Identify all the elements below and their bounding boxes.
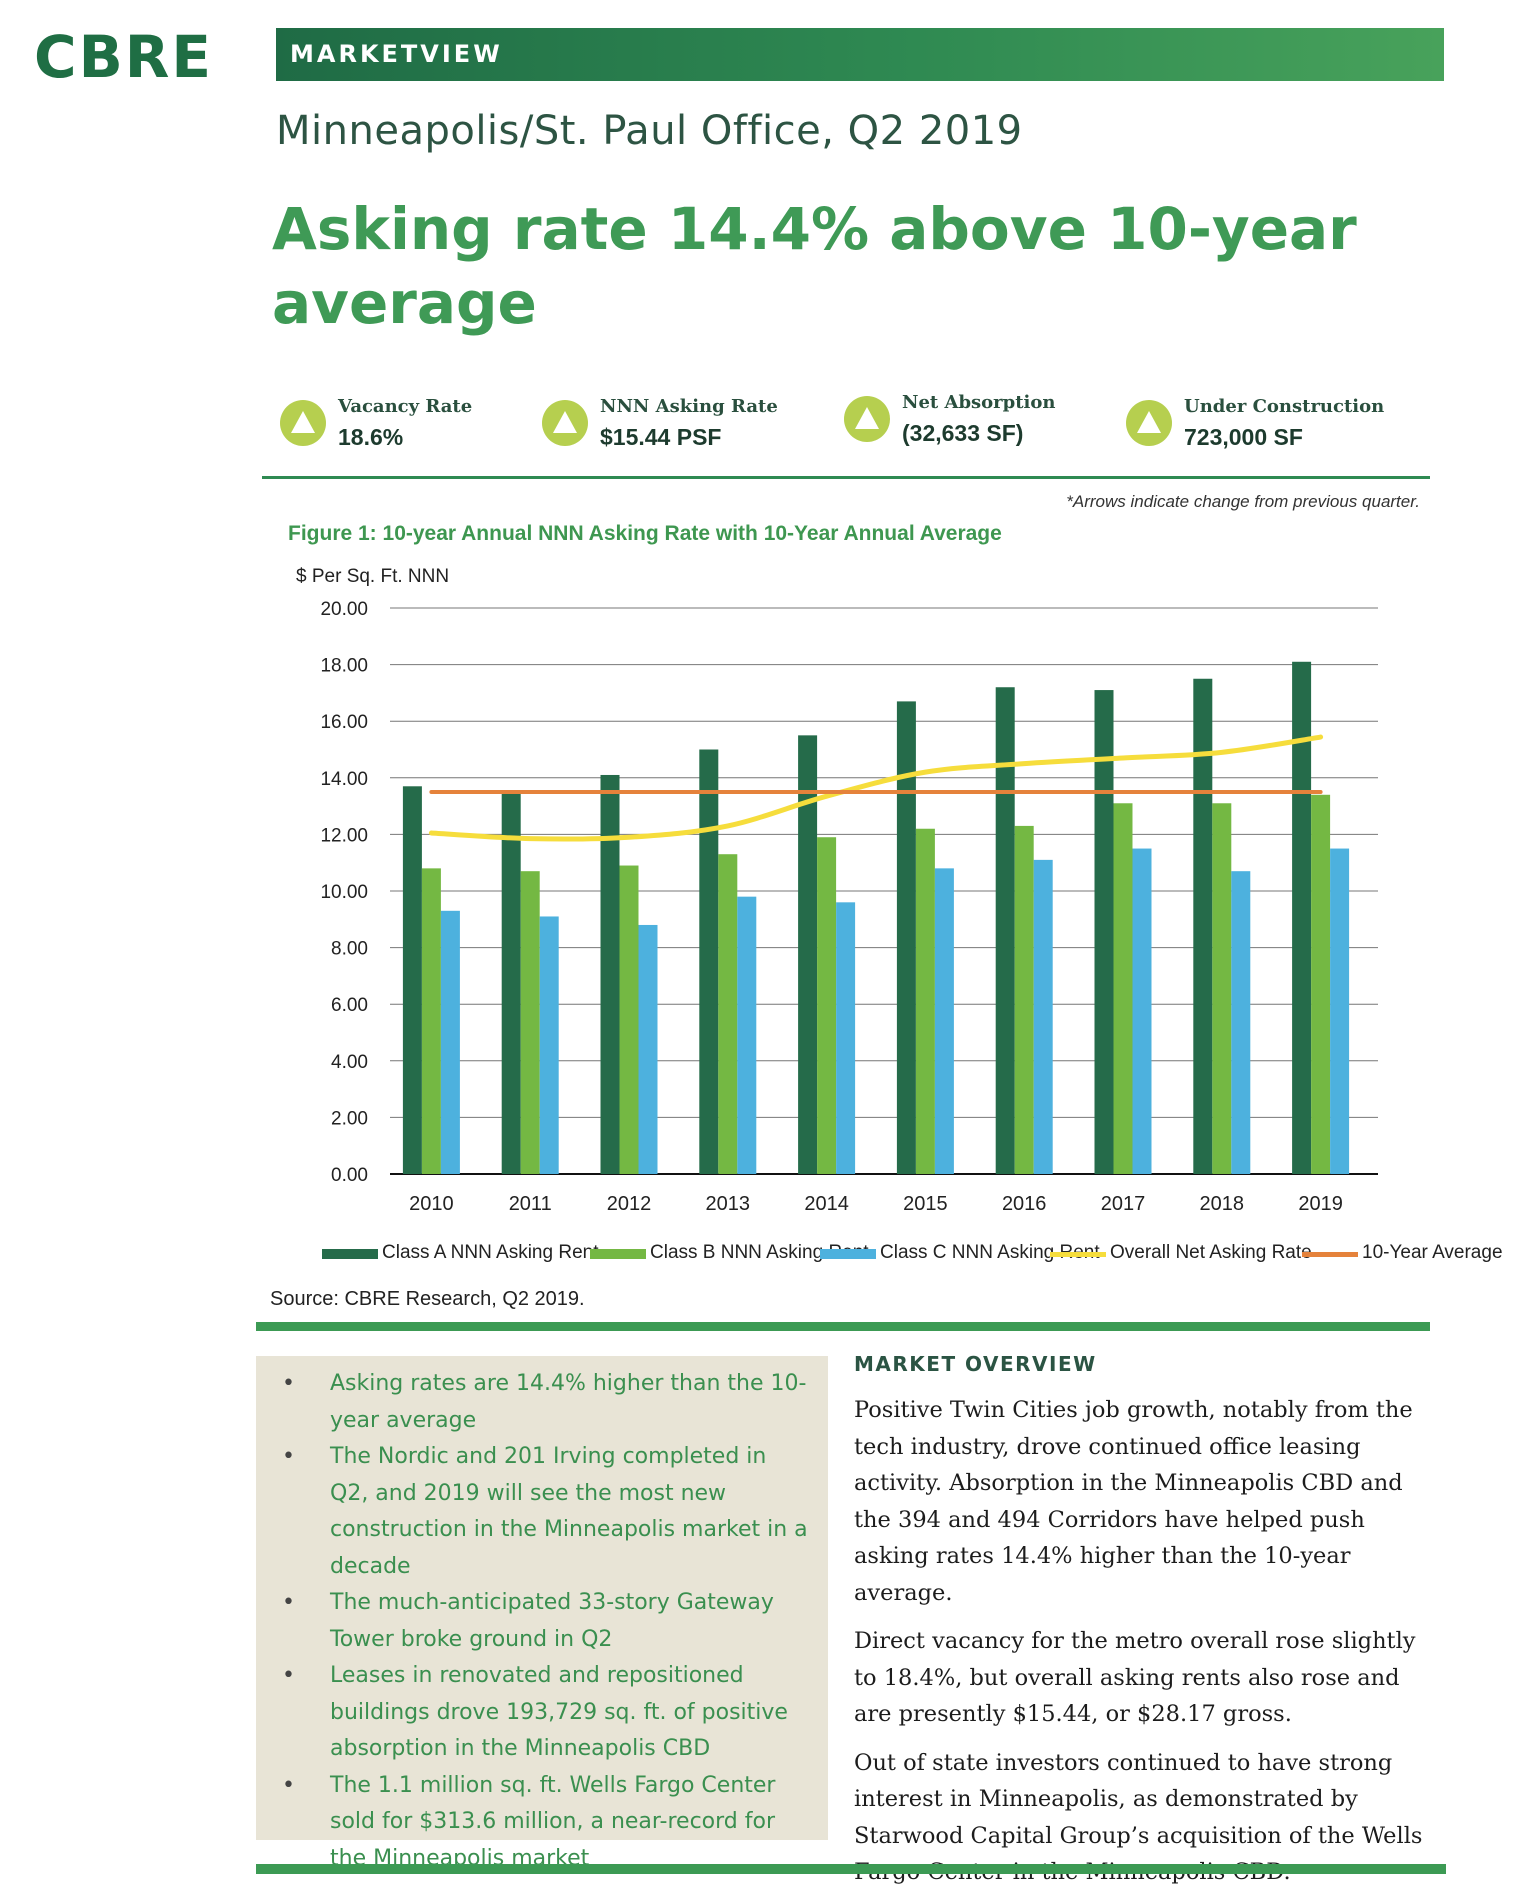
y-tick-label: 16.00 [320,712,368,733]
bar-class-b-nnn-asking-rent [1014,825,1034,1174]
x-tick-label: 2012 [607,1193,652,1215]
y-tick-label: 10.00 [320,882,368,903]
report-subtitle: Minneapolis/St. Paul Office, Q2 2019 [276,108,1023,154]
bar-class-b-nnn-asking-rent [915,828,935,1174]
line-overall-net-asking-rate [428,734,1324,842]
legend-label: Overall Net Asking Rate [1110,1242,1312,1263]
highlight-item: The Nordic and 201 Irving completed in Q… [282,1439,810,1585]
bar-class-c-nnn-asking-rent [1330,848,1350,1174]
bar-class-a-nnn-asking-rent [501,791,521,1174]
highlight-item: Asking rates are 14.4% higher than the 1… [282,1366,810,1439]
kpi-label: Under Construction [1184,396,1385,417]
asking-rate-chart: $ Per Sq. Ft. NNN 20.00 18.00 16.00 14.00 12.… [296,566,1378,1215]
overview-paragraph: Out of state investors continued to have… [854,1749,1423,1886]
overview-paragraph: Direct vacancy for the metro overall ros… [854,1628,1416,1727]
x-tick-label: 2014 [804,1193,849,1215]
y-tick-label: 8.00 [331,939,368,960]
bar-class-b-nnn-asking-rent [718,854,738,1174]
page-title: Asking rate 14.4% above 10-year average [272,195,1357,337]
overview-paragraph: Positive Twin Cities job growth, notably… [854,1397,1413,1606]
x-tick-label: 2013 [706,1193,751,1215]
bar-class-a-nnn-asking-rent [1292,661,1312,1174]
bar-class-b-nnn-asking-rent [817,837,837,1174]
y-tick-label: 2.00 [331,1108,368,1129]
bar-class-c-nnn-asking-rent [440,910,460,1174]
y-tick-label: 6.00 [331,995,368,1016]
y-tick-label: 18.00 [320,656,368,677]
arrow-up-icon [280,400,326,446]
bar-class-a-nnn-asking-rent [1094,690,1114,1174]
y-tick-label: 4.00 [331,1052,368,1073]
y-tick-label: 14.00 [320,769,368,790]
bar-class-c-nnn-asking-rent [539,916,559,1174]
x-tick-label: 2015 [903,1193,948,1215]
y-tick-label: 12.00 [320,825,368,846]
legend-swatch [322,1249,378,1259]
cbre-logo: CBRE [34,23,214,91]
legend-label: Class B NNN Asking Rent [650,1242,869,1263]
divider [256,1864,1446,1874]
figure-title: Figure 1: 10-year Annual NNN Asking Rate… [288,522,1002,545]
bar-class-c-nnn-asking-rent [737,896,757,1174]
marketview-banner: MARKETVIEW [276,28,1444,81]
divider [256,1322,1430,1331]
bar-class-b-nnn-asking-rent [421,868,441,1174]
x-tick-label: 2016 [1002,1193,1047,1215]
kpi-label: Vacancy Rate [338,396,473,417]
bar-class-c-nnn-asking-rent [934,868,954,1174]
bar-class-a-nnn-asking-rent [699,749,719,1174]
kpi-value: 723,000 SF [1184,424,1303,450]
bar-class-a-nnn-asking-rent [798,735,818,1174]
legend-label: Class C NNN Asking Rent [880,1242,1100,1263]
bar-class-b-nnn-asking-rent [520,871,540,1174]
bar-class-a-nnn-asking-rent [600,774,620,1174]
arrows-note: *Arrows indicate change from previous qu… [1066,492,1420,511]
kpi-label: NNN Asking Rate [600,396,778,417]
kpi-strip: Vacancy Rate 18.6% NNN Asking Rate $15.4… [280,388,1430,458]
x-tick-label: 2017 [1101,1193,1146,1215]
x-tick-label: 2018 [1200,1193,1245,1215]
bar-class-b-nnn-asking-rent [1311,794,1331,1174]
legend-swatch [1302,1252,1358,1257]
bar-class-b-nnn-asking-rent [619,865,639,1174]
highlights-box: Asking rates are 14.4% higher than the 1… [256,1356,828,1871]
bar-class-c-nnn-asking-rent [638,924,658,1174]
figure-source: Source: CBRE Research, Q2 2019. [270,1288,585,1310]
bar-class-c-nnn-asking-rent [1132,848,1152,1174]
market-overview-heading: MARKET OVERVIEW [854,1352,1097,1376]
legend-label: Class A NNN Asking Rent [382,1242,599,1263]
y-tick-label: 0.00 [331,1165,368,1186]
highlight-item: The 1.1 million sq. ft. Wells Fargo Cent… [282,1768,810,1878]
bar-class-b-nnn-asking-rent [1113,803,1133,1174]
bar-class-a-nnn-asking-rent [995,687,1015,1174]
bar-class-c-nnn-asking-rent [1033,859,1053,1174]
arrow-up-icon [844,396,890,442]
arrow-up-icon [542,400,588,446]
bar-class-a-nnn-asking-rent [402,786,422,1174]
bar-class-c-nnn-asking-rent [1231,871,1251,1174]
bar-class-a-nnn-asking-rent [896,701,916,1174]
y-axis-label: $ Per Sq. Ft. NNN [296,566,449,587]
kpi-label: Net Absorption [902,392,1056,413]
legend-swatch [590,1249,646,1259]
legend-swatch [1050,1252,1106,1257]
legend-label: 10-Year Average [1362,1242,1503,1263]
bar-class-a-nnn-asking-rent [1193,678,1213,1174]
x-tick-label: 2019 [1298,1193,1343,1215]
highlight-item: The much-anticipated 33-story Gateway To… [282,1585,810,1658]
highlight-item: Leases in renovated and repositioned bui… [282,1658,810,1768]
bar-class-c-nnn-asking-rent [836,902,856,1174]
x-tick-label: 2011 [509,1193,552,1215]
legend-swatch [820,1249,876,1259]
y-tick-label: 20.00 [320,599,368,620]
arrow-up-icon [1126,400,1172,446]
divider [262,476,1430,479]
market-overview-body: Positive Twin Cities job growth, notably… [854,1392,1434,1903]
x-tick-label: 2010 [409,1193,454,1215]
kpi-value: (32,633 SF) [902,420,1024,446]
kpi-value: 18.6% [338,424,404,450]
kpi-value: $15.44 PSF [600,424,722,450]
bar-class-b-nnn-asking-rent [1212,803,1232,1174]
